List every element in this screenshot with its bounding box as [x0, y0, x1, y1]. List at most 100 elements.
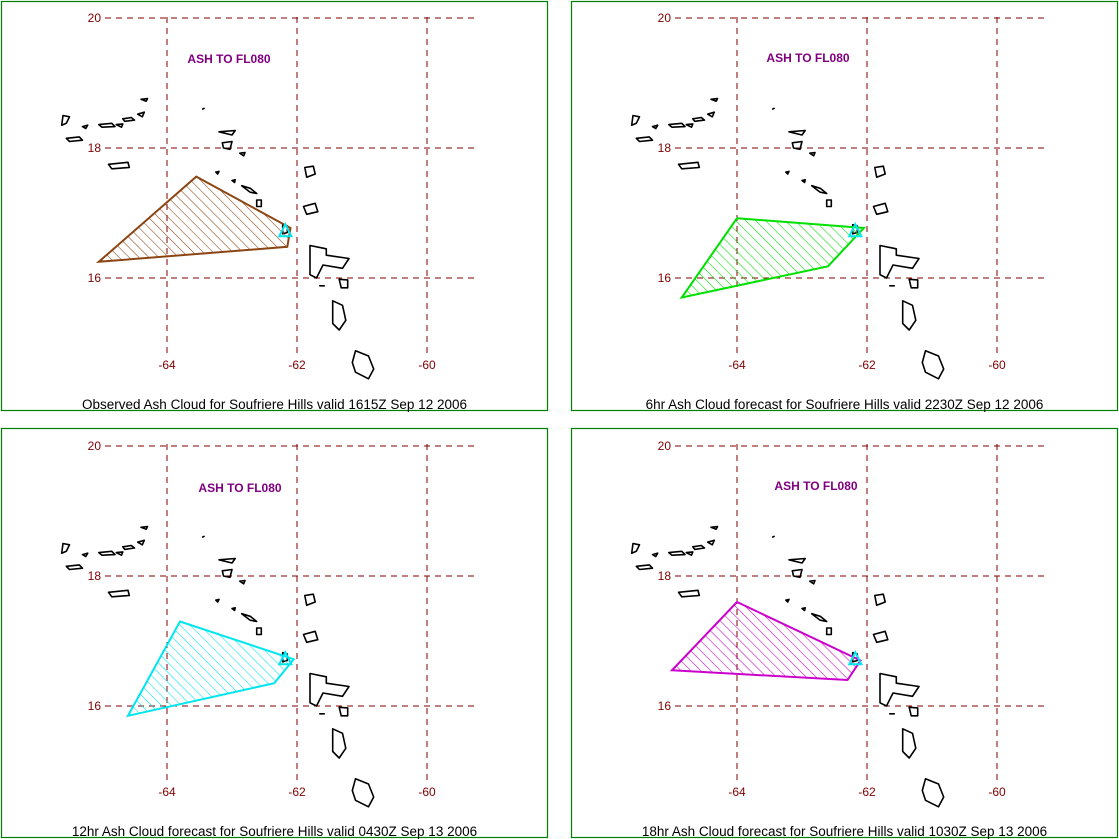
st-croix-coastline — [677, 161, 701, 170]
volcano-triangle-icon — [847, 221, 863, 238]
marie-galante-coastline — [908, 706, 919, 717]
antigua-coastline — [872, 202, 889, 216]
volcano-triangle-icon — [277, 221, 293, 238]
st-martin-coastline — [791, 568, 803, 579]
ash-cloud-polygon — [126, 620, 296, 718]
dominica-coastline — [331, 728, 347, 759]
panel-caption: 18hr Ash Cloud forecast for Soufriere Hi… — [642, 824, 1047, 839]
ash-level-label: ASH TO FL080 — [766, 51, 849, 65]
latitude-tick-label: 16 — [658, 271, 672, 285]
guadeloupe-coastline — [879, 244, 920, 279]
panel-frame — [570, 427, 1119, 839]
sombrero-coastline — [771, 107, 775, 110]
vieques-coastline — [65, 136, 84, 143]
anguilla-coastline — [788, 557, 806, 564]
st-martin-coastline — [791, 140, 803, 151]
latitude-tick-label: 16 — [658, 699, 672, 713]
nevis-coastline — [825, 199, 833, 208]
barbuda-coastline — [304, 593, 316, 607]
latitude-tick-label: 16 — [88, 699, 102, 713]
volcano-triangle-icon — [277, 649, 293, 666]
anguilla-coastline — [788, 129, 806, 136]
ash-level-label: ASH TO FL080 — [198, 481, 281, 495]
nevis-coastline — [255, 627, 263, 636]
martinique-coastline — [921, 350, 945, 380]
st-barthelemy-coastline — [239, 151, 246, 157]
st-barthelemy-coastline — [239, 579, 246, 585]
tortola-coastline — [122, 544, 136, 551]
antigua-coastline — [302, 202, 319, 216]
virgin-gorda-coastline — [706, 539, 716, 546]
vieques-coastline — [65, 564, 84, 571]
longitude-tick-label: -62 — [858, 785, 876, 799]
anguilla-coastline — [218, 129, 236, 136]
nevis-coastline — [825, 627, 833, 636]
st-kitts-coastline — [810, 184, 828, 195]
virgin-gorda-coastline — [136, 539, 146, 546]
puerto-rico-east-coastline — [630, 114, 641, 126]
st-kitts-coastline — [810, 612, 828, 623]
ash-cloud-polygon — [679, 217, 866, 300]
martinique-coastline — [351, 350, 375, 380]
st-john-coastline — [685, 551, 694, 556]
latitude-tick-label: 20 — [88, 11, 102, 25]
puerto-rico-east-coastline — [630, 542, 641, 554]
st-john-coastline — [685, 123, 694, 128]
longitude-tick-label: -60 — [988, 358, 1006, 372]
longitude-tick-label: -64 — [158, 785, 176, 799]
forecast-panel-2: 20 18 16 -64 -62 -60 ASH TO FL080 6hr Ash Cloud… — [570, 0, 1119, 412]
longitude-tick-label: -62 — [858, 358, 876, 372]
ash-level-label: ASH TO FL080 — [774, 479, 857, 493]
tortola-coastline — [692, 116, 706, 123]
culebra-coastline — [651, 124, 659, 130]
panel-frame — [0, 0, 549, 412]
culebra-coastline — [651, 552, 659, 558]
longitude-tick-label: -60 — [988, 785, 1006, 799]
puerto-rico-east-coastline — [60, 542, 71, 554]
vieques-coastline — [635, 564, 654, 571]
saba-coastline — [215, 170, 220, 175]
latitude-tick-label: 18 — [88, 569, 102, 583]
st-barthelemy-coastline — [809, 579, 816, 585]
st-thomas-coastline — [668, 550, 686, 556]
volcano-triangle-icon — [847, 649, 863, 666]
tortola-coastline — [692, 544, 706, 551]
anguilla-coastline — [218, 557, 236, 564]
ash-level-label: ASH TO FL080 — [187, 52, 270, 66]
antigua-coastline — [302, 630, 319, 644]
st-kitts-coastline — [240, 184, 258, 195]
forecast-panel-1: 20 18 16 -64 -62 -60 ASH TO FL080 Observed Ash … — [0, 0, 549, 412]
virgin-gorda-coastline — [136, 111, 146, 118]
sombrero-coastline — [771, 535, 775, 538]
saba-coastline — [785, 598, 790, 603]
barbuda-coastline — [304, 165, 316, 178]
latitude-tick-label: 20 — [658, 439, 672, 453]
panel-caption: 6hr Ash Cloud forecast for Soufriere Hil… — [646, 397, 1044, 412]
ash-cloud-polygon — [669, 600, 862, 682]
latitude-tick-label: 18 — [88, 141, 102, 155]
panel-caption: Observed Ash Cloud for Soufriere Hills v… — [82, 397, 467, 412]
nevis-coastline — [255, 199, 263, 208]
latitude-tick-label: 20 — [658, 11, 672, 25]
anegada-coastline — [710, 97, 719, 102]
longitude-tick-label: -60 — [418, 785, 436, 799]
guadeloupe-coastline — [879, 672, 920, 707]
longitude-tick-label: -64 — [158, 358, 176, 372]
latitude-tick-label: 18 — [658, 141, 672, 155]
st-croix-coastline — [107, 589, 131, 598]
culebra-coastline — [81, 124, 89, 130]
marie-galante-coastline — [908, 278, 919, 289]
vieques-coastline — [635, 136, 654, 143]
st-thomas-coastline — [98, 122, 116, 128]
panel-frame — [0, 427, 549, 839]
saba-coastline — [215, 598, 220, 603]
latitude-tick-label: 16 — [88, 271, 102, 285]
martinique-coastline — [351, 778, 375, 808]
st-barthelemy-coastline — [809, 151, 816, 157]
st-john-coastline — [115, 123, 124, 128]
longitude-tick-label: -64 — [728, 785, 746, 799]
st-eustatius-coastline — [801, 607, 806, 612]
dominica-coastline — [331, 300, 347, 331]
st-martin-coastline — [221, 140, 233, 151]
panel-caption: 12hr Ash Cloud forecast for Soufriere Hi… — [72, 824, 477, 839]
